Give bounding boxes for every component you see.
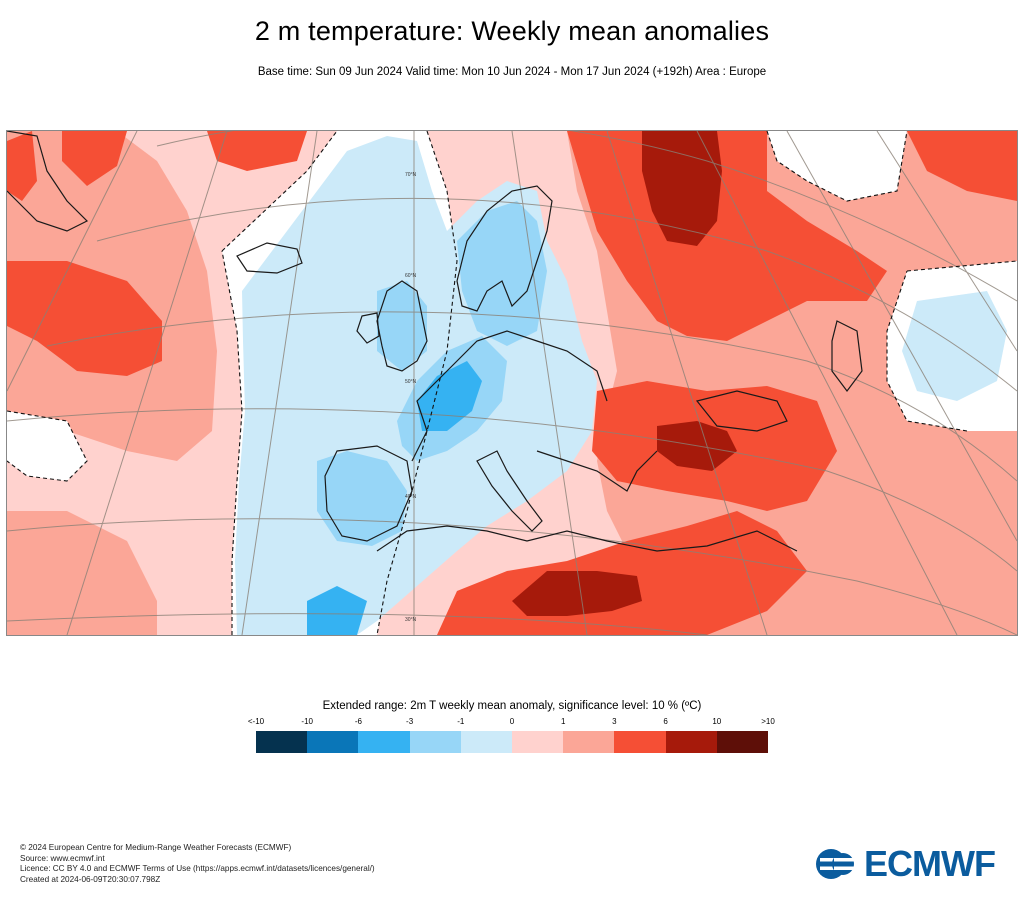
coast-britain xyxy=(376,280,428,372)
region-strong-cold-france xyxy=(417,361,482,431)
region-warm-sw-atlantic xyxy=(7,511,157,635)
legend-swatch-6 xyxy=(563,731,615,753)
region-warm-atlantic-blob xyxy=(7,261,162,376)
map-canvas: 70°N 60°N 50°N 40°N 30°N xyxy=(7,131,1017,635)
footer-copyright: © 2024 European Centre for Medium-Range … xyxy=(20,843,292,852)
footer-created: Created at 2024-06-09T20:30:07.798Z xyxy=(20,874,161,884)
lat-label-30: 30°N xyxy=(405,617,417,623)
legend-ticks: <-10 -10 -6 -3 -1 0 1 3 6 10 >10 xyxy=(248,717,775,729)
graticule xyxy=(7,131,1017,635)
footer-credits: © 2024 European Centre for Medium-Range … xyxy=(20,843,375,885)
legend-tick-9: 10 xyxy=(712,717,722,726)
region-warm-greenland xyxy=(62,131,127,186)
region-hot-sahara xyxy=(512,571,642,616)
legend-tick-7: 3 xyxy=(612,717,617,726)
legend-swatch-0 xyxy=(256,731,308,753)
significance-contours xyxy=(7,131,1017,635)
legend-tick-3: -3 xyxy=(406,717,414,726)
region-nonsig-northeast xyxy=(767,131,907,201)
legend-swatch-7 xyxy=(614,731,666,753)
ecmwf-logo-text: ECMWF xyxy=(864,843,996,884)
lat-label-70: 70°N xyxy=(405,172,417,178)
legend-title: Extended range: 2m T weekly mean anomaly… xyxy=(322,700,702,712)
legend-swatch-1 xyxy=(307,731,359,753)
legend-tick-8: 6 xyxy=(663,717,668,726)
coast-caspian xyxy=(831,320,863,392)
legend-tick-1: -10 xyxy=(301,717,313,726)
legend-tick-10: >10 xyxy=(761,717,775,726)
legend-swatch-2 xyxy=(358,731,410,753)
region-cold-iberia xyxy=(317,451,407,546)
legend-tick-6: 1 xyxy=(560,717,566,726)
coast-iberia xyxy=(324,445,413,542)
region-warm-iceland-north xyxy=(207,131,307,171)
legend-swatch-5 xyxy=(512,731,564,753)
lat-label-60: 60°N xyxy=(405,273,417,279)
legend-tick-4: -1 xyxy=(457,717,465,726)
ecmwf-logo-icon xyxy=(816,849,856,879)
legend-tick-2: -6 xyxy=(354,717,362,726)
legend-swatch-4 xyxy=(460,731,513,753)
coast-greenland xyxy=(7,131,89,232)
chart-title: 2 m temperature: Weekly mean anomalies xyxy=(254,16,770,46)
lat-label-50: 50°N xyxy=(405,379,417,385)
footer-licence: Licence: CC BY 4.0 and ECMWF Terms of Us… xyxy=(20,864,375,873)
coast-black-sea xyxy=(695,390,788,432)
chart-subtitle: Base time: Sun 09 Jun 2024 Valid time: M… xyxy=(257,66,767,78)
coast-italy xyxy=(476,450,543,532)
anomaly-map: 70°N 60°N 50°N 40°N 30°N xyxy=(6,130,1018,636)
coast-ireland xyxy=(356,312,380,344)
lat-label-40: 40°N xyxy=(405,494,417,500)
region-cool-east xyxy=(902,291,1007,401)
coastlines xyxy=(7,131,863,552)
region-nonsig-west xyxy=(7,411,87,481)
legend-tick-0: <-10 xyxy=(247,717,265,726)
coast-europe-main xyxy=(411,330,608,462)
region-warm-far-north xyxy=(7,131,37,201)
legend-swatch-8 xyxy=(665,731,717,753)
ecmwf-logo: ECMWF xyxy=(814,846,1006,882)
region-cold-scandinavia xyxy=(457,201,547,346)
legend-tick-5: 0 xyxy=(509,717,515,726)
legend-colorbar xyxy=(256,731,769,753)
coast-balkans xyxy=(536,450,658,492)
coast-north-africa xyxy=(376,525,798,552)
coast-iceland xyxy=(236,242,303,274)
region-warm-ne-corner xyxy=(907,131,1017,201)
lat-labels: 70°N 60°N 50°N 40°N 30°N xyxy=(405,172,417,623)
footer-source: Source: www.ecmwf.int xyxy=(20,853,105,863)
legend-swatch-3 xyxy=(409,731,461,753)
region-strong-cold-atlantic xyxy=(307,586,367,635)
legend-swatch-9 xyxy=(716,731,769,753)
coast-scandinavia xyxy=(456,185,553,312)
